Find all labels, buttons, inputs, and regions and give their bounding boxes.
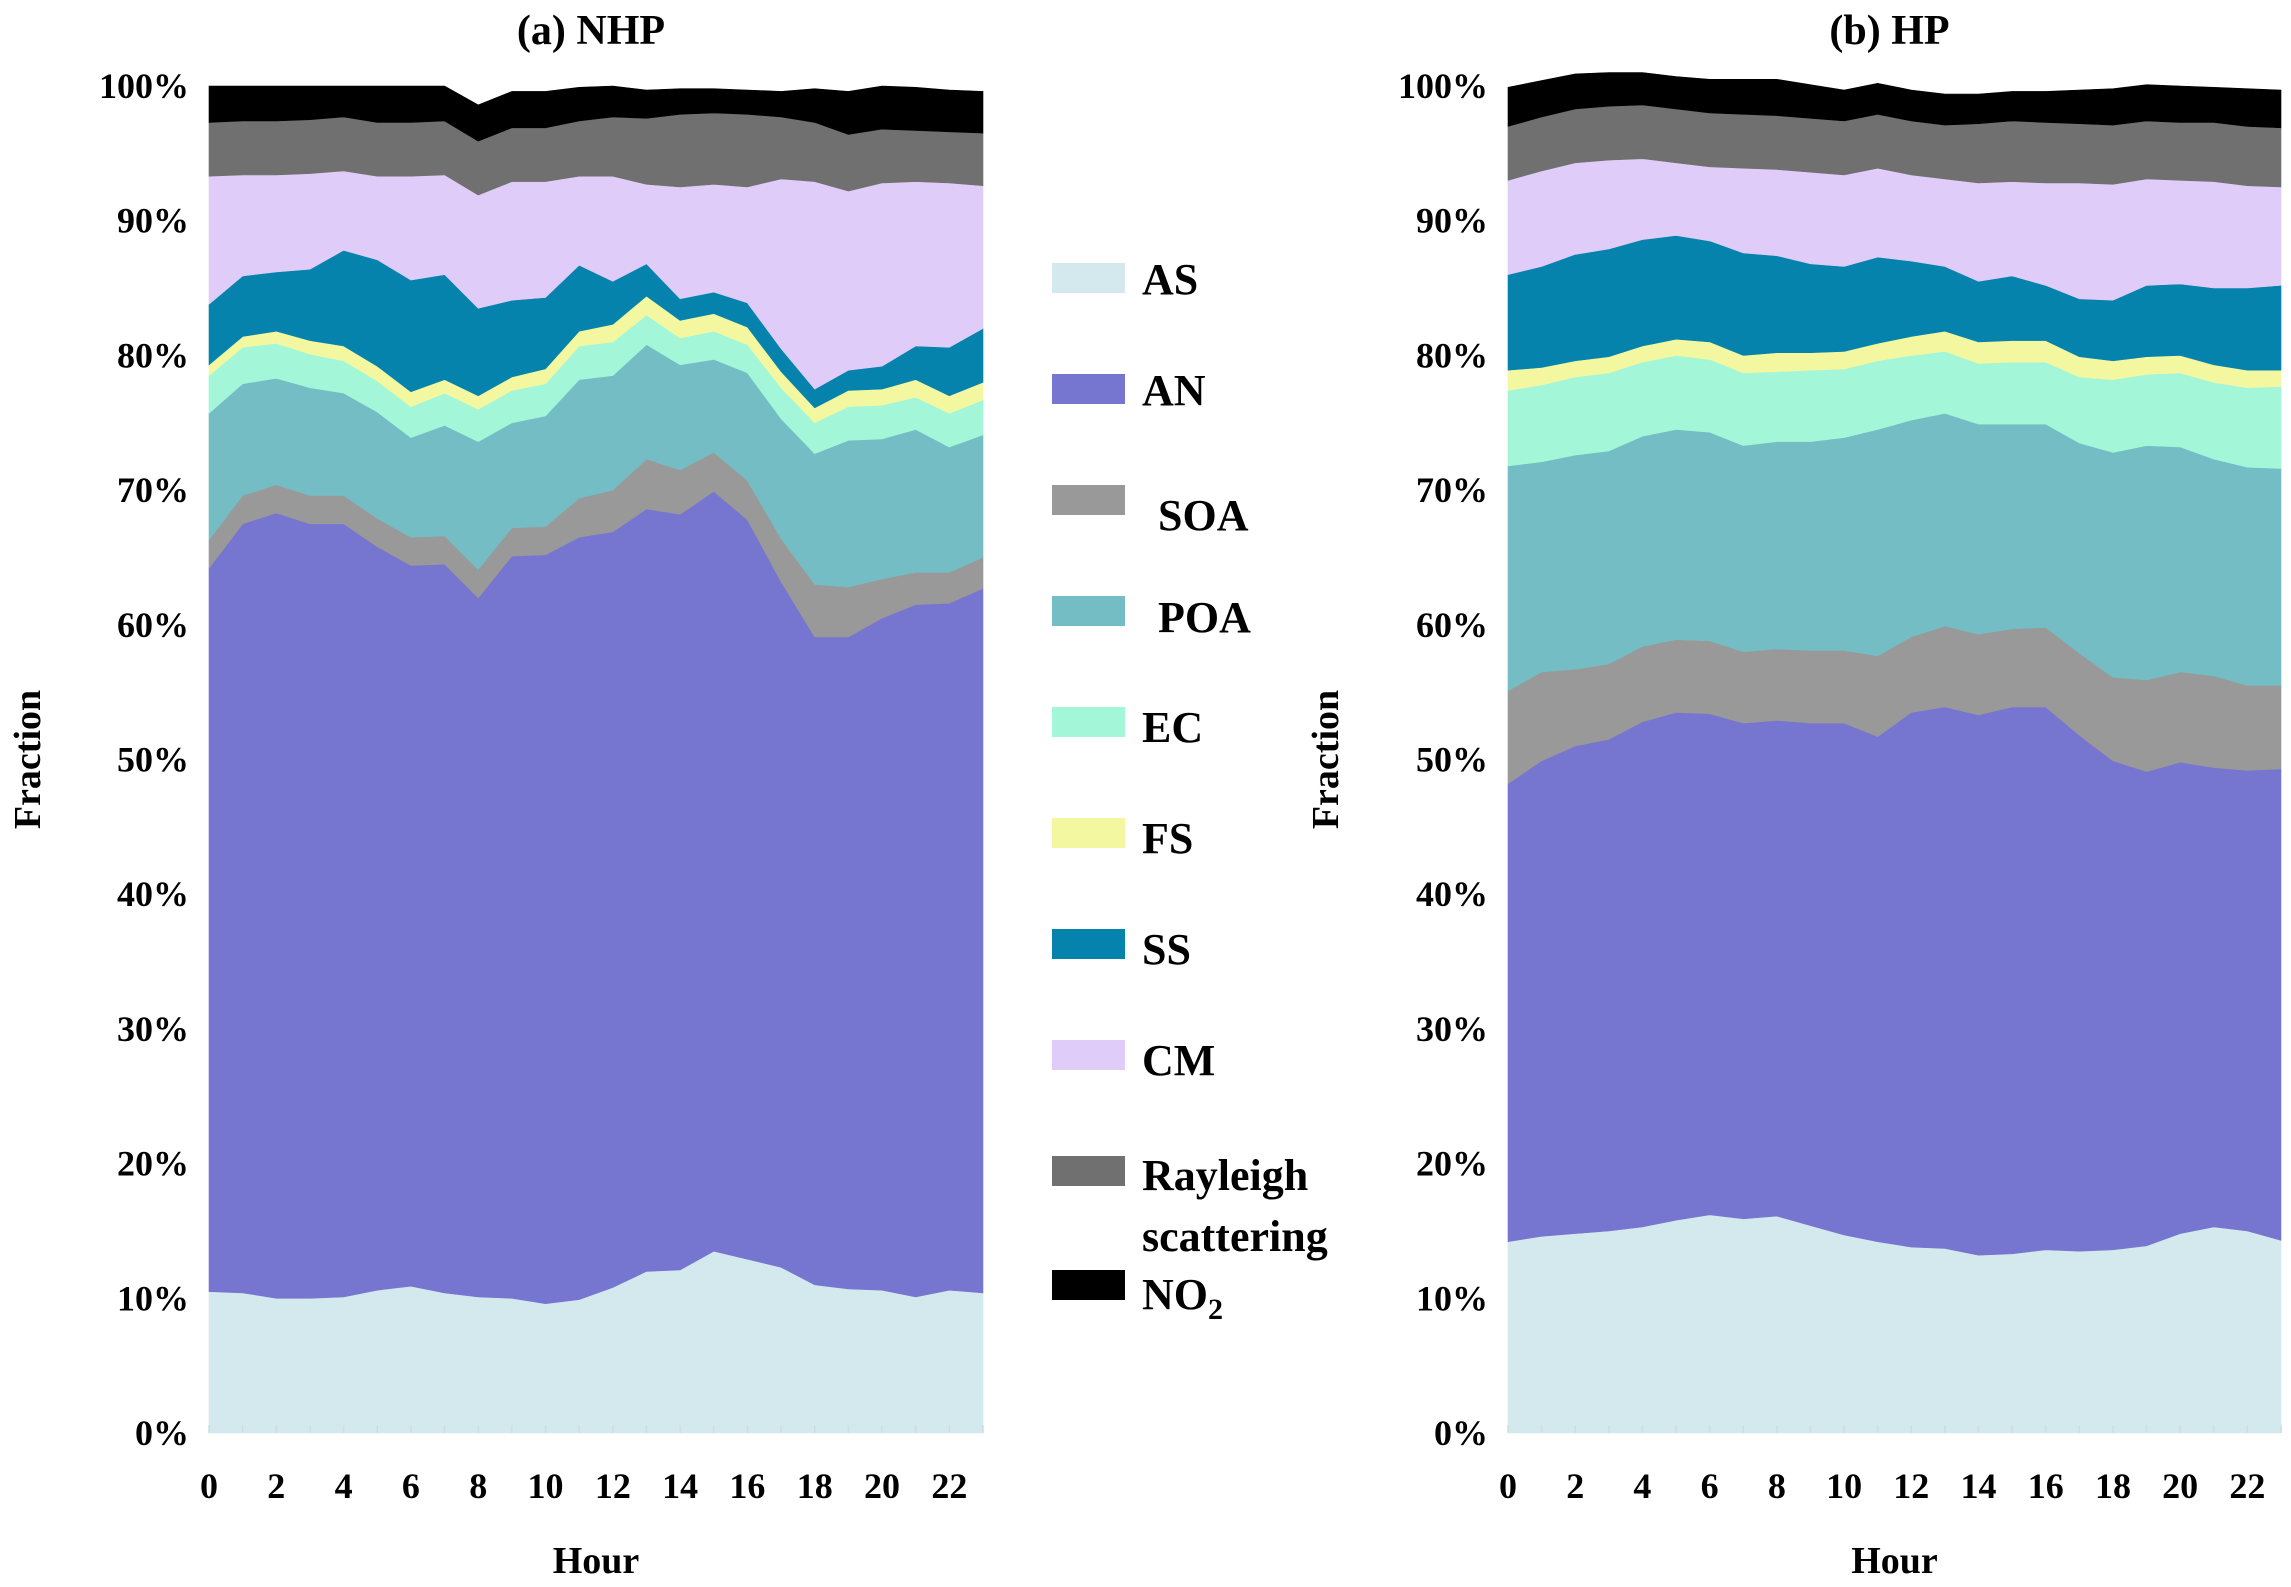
y-tick-label: 70% [117,470,189,510]
x-tick-label: 20 [2162,1466,2198,1506]
y-tick-label: 20% [1416,1144,1488,1184]
x-tick-label: 2 [267,1466,285,1506]
y-tick-label: 60% [117,605,189,645]
x-tick-label: 8 [469,1466,487,1506]
legend-swatch-rayleigh [1052,1156,1125,1186]
legend-swatch-as [1052,263,1125,293]
x-tick-label: 16 [729,1466,765,1506]
y-tick-label: 80% [1416,335,1488,375]
x-tick-label: 10 [528,1466,564,1506]
legend-label-as: AS [1142,255,1198,304]
y-tick-label: 30% [1416,1009,1488,1049]
area-an [1507,706,2282,1256]
legend-item-cm: CM [1052,1036,1215,1085]
x-axis-label: Hour [553,1540,640,1582]
legend-swatch-ec [1052,707,1125,737]
legend-label-no2-main: NO [1142,1270,1208,1319]
legend-label-ss: SS [1142,925,1191,974]
legend-item-an: AN [1052,366,1206,415]
y-axis-label: Fraction [1305,690,1347,829]
x-axis-label: Hour [1851,1540,1938,1582]
x-tick-label: 4 [335,1466,353,1506]
y-tick-label: 0% [1434,1413,1488,1453]
area-no2 [1507,72,2282,129]
legend-item-poa: POA [1052,593,1251,642]
x-tick-label: 6 [1701,1466,1719,1506]
y-tick-label: 0% [135,1413,189,1453]
x-tick-label: 12 [595,1466,631,1506]
y-tick-label: 10% [117,1278,189,1318]
legend-label-rayleigh-line1: Rayleigh [1142,1151,1308,1200]
legend-label-ec: EC [1142,703,1203,752]
legend-label-fs: FS [1142,814,1193,863]
chart-title: (b) HP [1829,8,1949,54]
y-tick-label: 60% [1416,605,1488,645]
legend-swatch-ss [1052,929,1125,959]
y-tick-label: 30% [117,1009,189,1049]
y-tick-label: 50% [117,740,189,780]
y-tick-label: 20% [117,1144,189,1184]
x-tick-label: 6 [402,1466,420,1506]
x-tick-label: 22 [2229,1466,2265,1506]
y-tick-label: 50% [1416,740,1488,780]
x-tick-label: 14 [662,1466,698,1506]
x-tick-label: 22 [931,1466,967,1506]
x-tick-label: 18 [2095,1466,2131,1506]
x-tick-label: 16 [2028,1466,2064,1506]
x-tick-label: 0 [200,1466,218,1506]
legend-label-an: AN [1142,366,1206,415]
legend-label-cm: CM [1142,1036,1215,1085]
legend-label-rayleigh-line2: scattering [1142,1212,1328,1261]
x-tick-label: 8 [1768,1466,1786,1506]
y-tick-label: 100% [99,66,189,106]
y-tick-label: 40% [1416,874,1488,914]
x-tick-label: 12 [1893,1466,1929,1506]
legend-swatch-soa [1052,485,1125,515]
legend-item-ec: EC [1052,703,1203,752]
legend-swatch-poa [1052,596,1125,626]
legend-swatch-fs [1052,818,1125,848]
x-tick-label: 20 [864,1466,900,1506]
area-as [1507,1214,2282,1434]
legend-item-no2: NO2 [1052,1270,1223,1326]
legend-item-ss: SS [1052,925,1191,974]
y-tick-label: 90% [1416,201,1488,241]
chart-hp: 0% 10% 20% 30% 40% 50% 60% 70% 80% 90% 100% 0 2 4 6 8 10… [1305,8,2282,1582]
x-tick-label: 2 [1566,1466,1584,1506]
legend-item-rayleigh: Rayleigh scattering [1052,1151,1328,1261]
legend-swatch-an [1052,374,1125,404]
y-tick-label: 70% [1416,470,1488,510]
x-tick-label: 14 [1961,1466,1997,1506]
legend: AS AN SOA POA EC FS SS CM [1052,255,1328,1326]
legend-item-as: AS [1052,255,1198,304]
y-tick-label: 80% [117,335,189,375]
y-axis-label: Fraction [7,690,49,829]
x-tick-label: 4 [1633,1466,1651,1506]
x-tick-label: 10 [1826,1466,1862,1506]
y-tick-label: 40% [117,874,189,914]
legend-label-soa: SOA [1158,491,1249,540]
legend-label-poa: POA [1158,593,1251,642]
legend-swatch-no2 [1052,1270,1125,1300]
y-tick-label: 10% [1416,1278,1488,1318]
y-tick-label: 90% [117,201,189,241]
legend-item-fs: FS [1052,814,1193,863]
chart-title: (a) NHP [517,8,665,54]
chart-nhp: 0% 10% 20% 30% 40% 50% 60% 70% 80% 90% 100% 0 2 4 6 8 10… [7,8,984,1582]
legend-label-no2-sub: 2 [1208,1293,1223,1326]
legend-swatch-cm [1052,1040,1125,1070]
area-no2 [208,85,984,142]
y-tick-label: 100% [1398,66,1488,106]
x-tick-label: 18 [797,1466,833,1506]
legend-item-soa: SOA [1052,485,1249,540]
x-tick-label: 0 [1499,1466,1517,1506]
legend-label-no2: NO2 [1142,1270,1223,1326]
